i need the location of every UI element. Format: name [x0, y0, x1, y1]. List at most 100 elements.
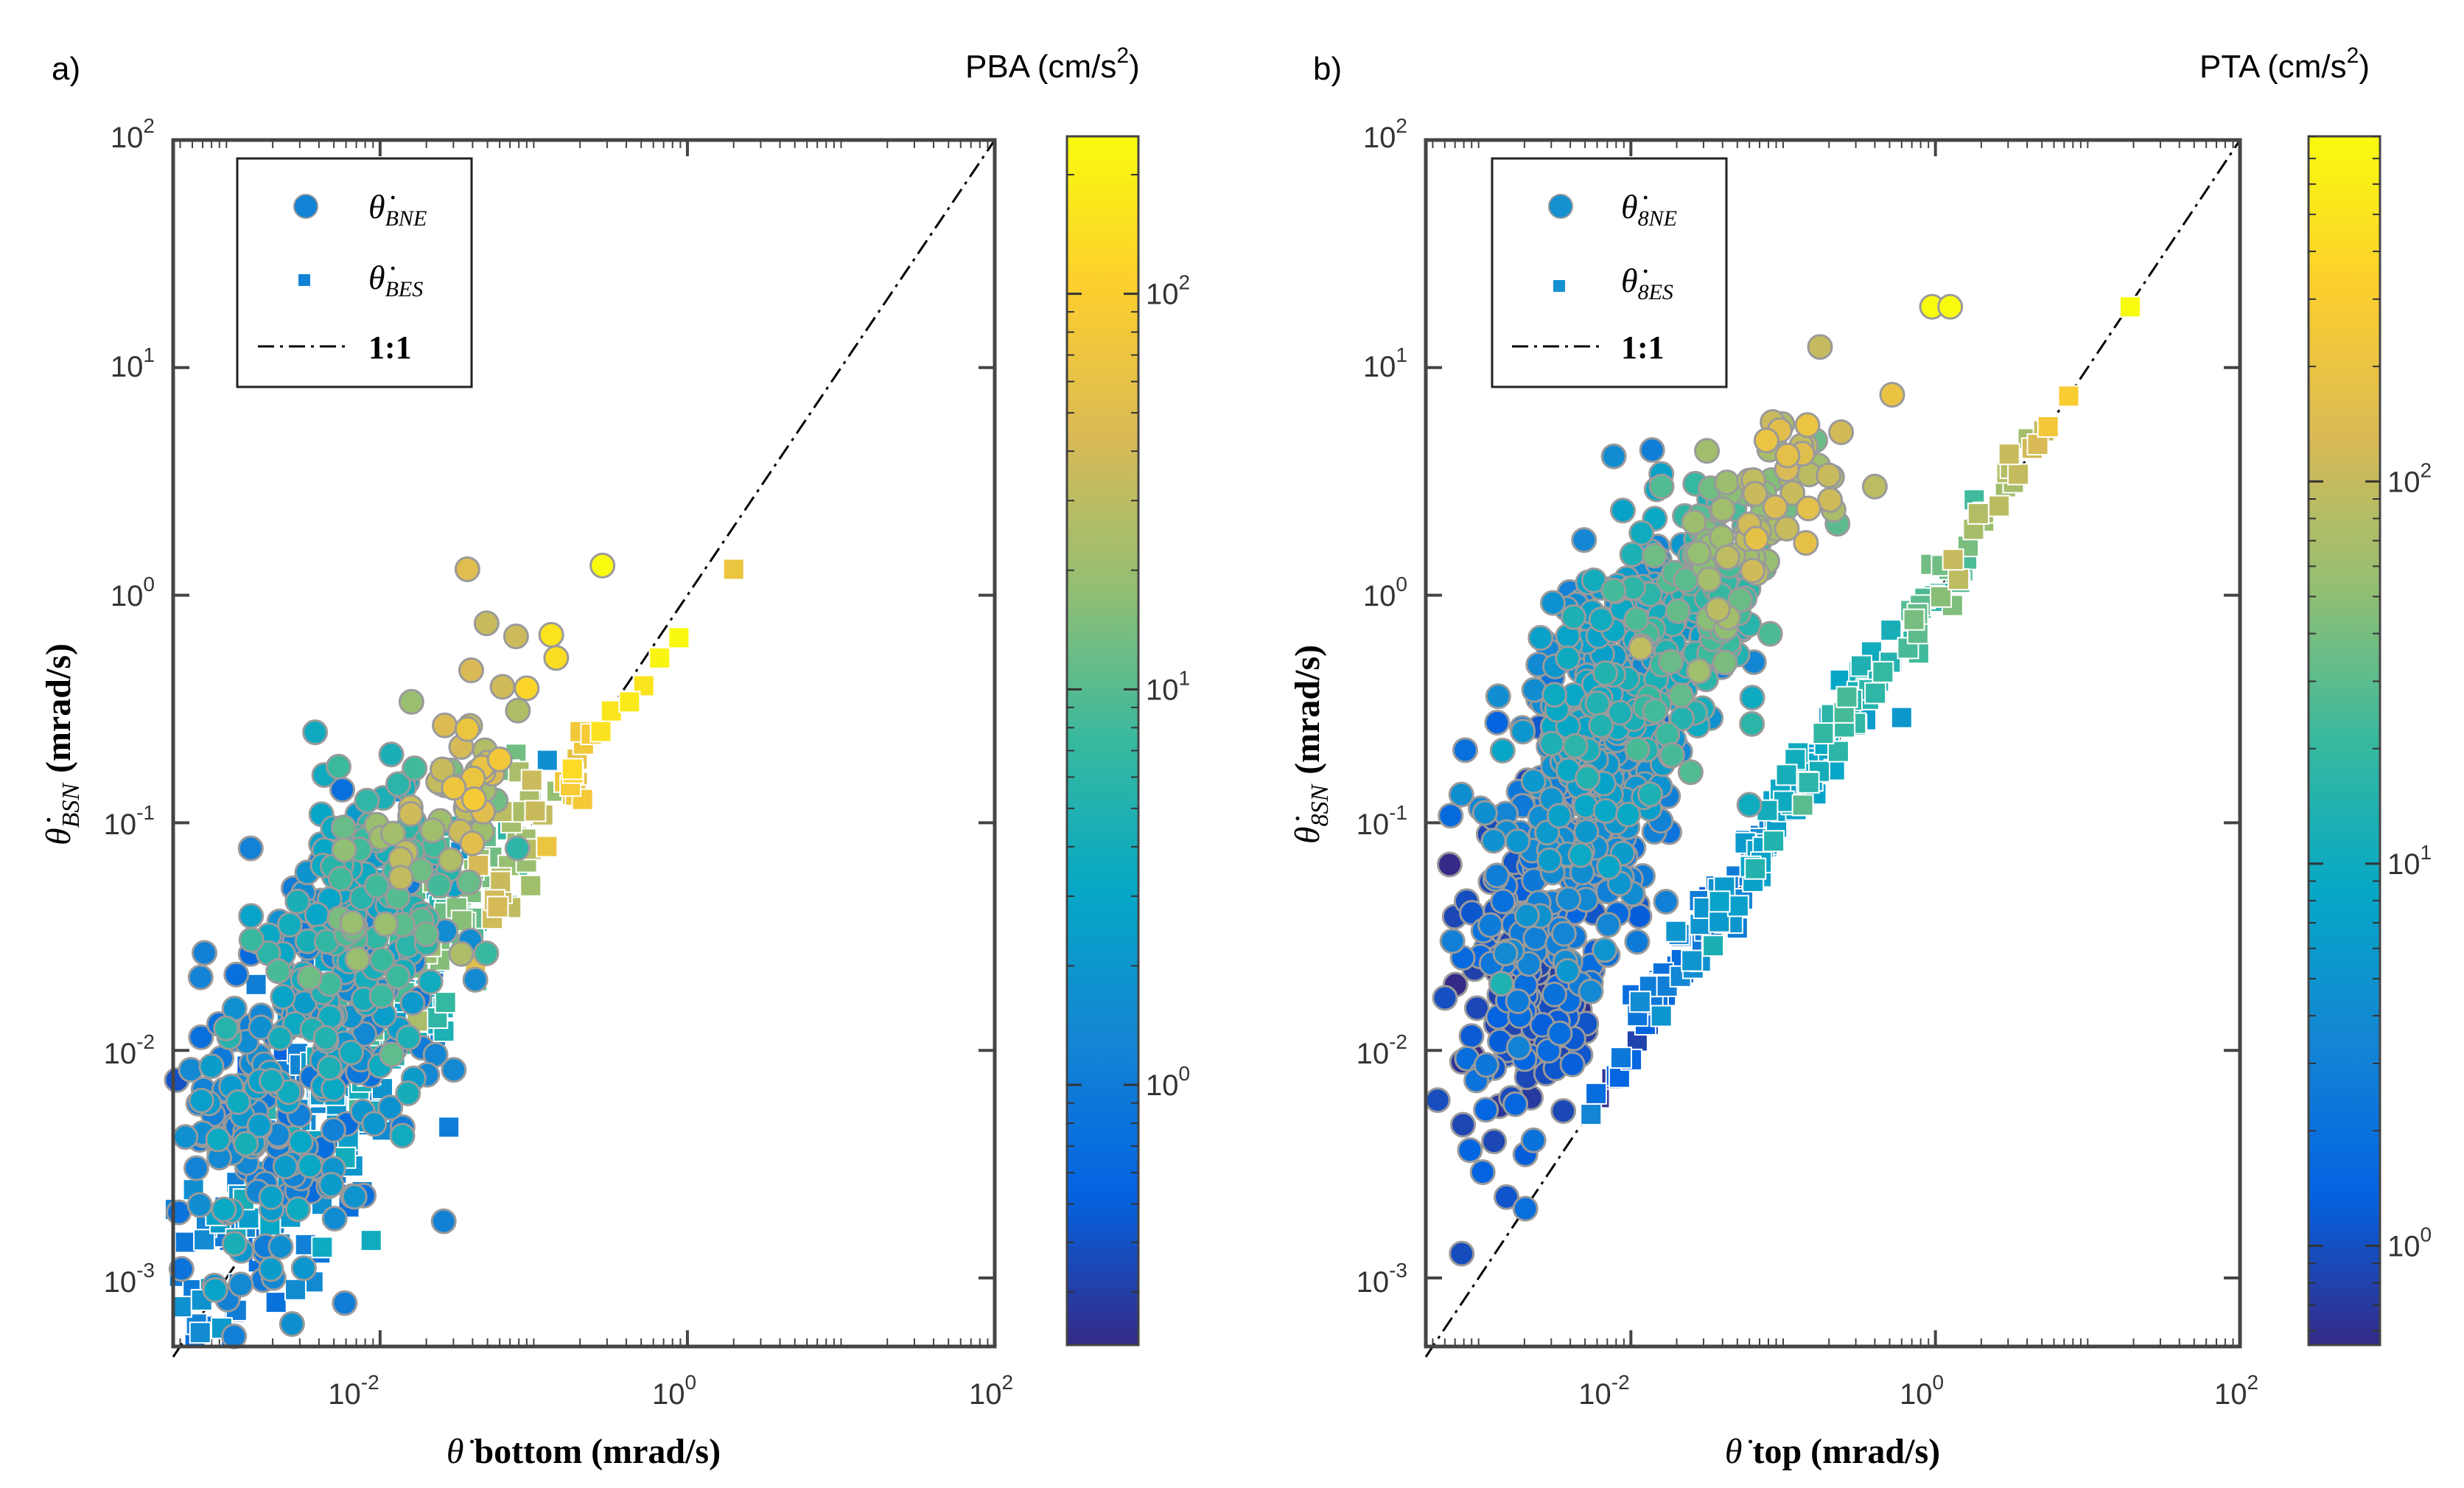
scatter-point-circle	[1794, 412, 1821, 439]
scatter-point-circle	[1575, 765, 1601, 792]
scatter-point-circle	[238, 926, 265, 953]
scatter-point-circle	[369, 946, 396, 973]
panel-b-y-tick-labels: 10-3 10-2 10-1 100 101 102	[1357, 114, 1407, 1299]
scatter-point-circle	[505, 697, 531, 724]
scatter-point-circle	[1648, 473, 1675, 500]
scatter-point-circle	[426, 872, 452, 898]
scatter-point-circle	[1817, 486, 1844, 513]
scatter-point-square	[2057, 385, 2080, 408]
scatter-point-circle	[1639, 437, 1665, 464]
panel-a-scatter-points	[164, 552, 745, 1349]
scatter-point-circle	[221, 1323, 248, 1349]
panel-b-xtick-label: 100	[1900, 1371, 1944, 1411]
scatter-point-circle	[1547, 1020, 1573, 1047]
scatter-point-circle	[186, 1192, 213, 1218]
scatter-point-circle	[489, 674, 516, 700]
scatter-point-circle	[183, 1155, 209, 1181]
scatter-point-circle	[233, 1131, 259, 1157]
scatter-point-circle	[378, 741, 405, 768]
scatter-point-circle	[454, 556, 480, 582]
scatter-point-circle	[1779, 480, 1806, 506]
scatter-point-square	[1744, 857, 1767, 880]
scatter-point-circle	[473, 940, 500, 967]
scatter-point-circle	[1539, 730, 1565, 757]
scatter-point-circle	[330, 814, 357, 841]
scatter-point-square	[1890, 706, 1913, 729]
scatter-point-square	[1812, 722, 1835, 745]
scatter-point-circle	[198, 1053, 225, 1080]
scatter-point-circle	[312, 1024, 339, 1051]
scatter-point-square	[434, 991, 457, 1014]
panel-a-legend-label: 1:1	[368, 329, 412, 366]
scatter-point-circle	[1424, 1087, 1451, 1114]
scatter-point-circle	[1550, 921, 1577, 947]
scatter-point-circle	[1561, 604, 1587, 630]
scatter-point-circle	[225, 1089, 251, 1115]
scatter-point-square	[600, 699, 623, 722]
scatter-point-circle	[1595, 912, 1622, 938]
scatter-point-circle	[1937, 293, 1964, 320]
scatter-point-circle	[1609, 497, 1636, 524]
scatter-point-square	[1880, 619, 1903, 642]
scatter-point-circle	[1623, 606, 1650, 632]
scatter-point-circle	[1828, 419, 1855, 446]
scatter-point-circle	[454, 716, 480, 742]
scatter-point-circle	[486, 746, 513, 772]
scatter-point-circle	[172, 1124, 199, 1150]
scatter-point-circle	[223, 961, 250, 988]
scatter-point-circle	[296, 964, 323, 991]
panel-b-scatter-points	[1424, 293, 2141, 1267]
scatter-point-circle	[1522, 925, 1549, 951]
scatter-point-circle	[1488, 971, 1514, 997]
panel-a-colorbar-gradient	[1065, 135, 1140, 1346]
scatter-point-circle	[1628, 635, 1654, 661]
scatter-point-circle	[1685, 540, 1712, 567]
scatter-point-circle	[1573, 818, 1600, 845]
scatter-point-circle	[1494, 1184, 1520, 1210]
scatter-point-circle	[1541, 981, 1567, 1007]
scatter-point-circle	[1473, 1097, 1499, 1123]
scatter-point-circle	[1513, 902, 1540, 929]
scatter-point-circle	[1681, 509, 1707, 536]
scatter-point-circle	[188, 1024, 214, 1050]
panel-a-colorbar: 100 101 102 PBA (cm/s2)	[965, 43, 1190, 1346]
scatter-point-circle	[1555, 645, 1581, 671]
scatter-point-circle	[398, 688, 424, 715]
scatter-point-square	[1708, 890, 1731, 913]
scatter-point-circle	[1739, 685, 1765, 711]
scatter-point-circle	[1743, 525, 1770, 552]
scatter-point-circle	[1481, 1128, 1508, 1155]
panel-b-colorbar: 100 101 102 PTA (cm/s2)	[2199, 43, 2432, 1346]
scatter-point-circle	[1668, 682, 1695, 709]
scatter-point-circle	[258, 1256, 284, 1282]
scatter-point-circle	[265, 958, 292, 985]
scatter-point-circle	[1490, 888, 1516, 915]
panel-a-legend-label: θ̇BNE	[368, 188, 427, 231]
scatter-point-circle	[1505, 828, 1531, 855]
scatter-point-circle	[1637, 781, 1664, 808]
scatter-point-square	[486, 895, 509, 918]
panel-b-colorbar-tick-label: 100	[2387, 1223, 2432, 1262]
panel-b-y-axis-label: θ̇8SN(mrad/s)	[1288, 645, 1334, 844]
scatter-point-circle	[514, 675, 540, 702]
scatter-point-circle	[302, 719, 329, 746]
scatter-point-square	[2007, 463, 2030, 486]
scatter-point-circle	[1739, 710, 1765, 737]
scatter-point-square	[360, 1229, 382, 1252]
scatter-point-circle	[462, 966, 489, 993]
scatter-point-circle	[1816, 462, 1842, 489]
panel-b-x-tick-labels: 10-2 100 102	[1578, 1371, 2258, 1411]
scatter-point-circle	[191, 940, 217, 966]
scatter-point-square	[1708, 910, 1731, 933]
scatter-point-circle	[1879, 382, 1905, 408]
scatter-point-circle	[504, 835, 531, 862]
scatter-point-circle	[441, 1057, 467, 1083]
scatter-point-circle	[316, 1055, 343, 1081]
scatter-point-circle	[461, 786, 487, 813]
scatter-point-square	[1791, 794, 1814, 817]
scatter-point-circle	[459, 830, 486, 856]
scatter-point-circle	[1714, 544, 1740, 570]
scatter-point-square	[1628, 991, 1651, 1013]
scatter-point-circle	[1641, 542, 1667, 569]
scatter-point-circle	[1626, 903, 1653, 929]
